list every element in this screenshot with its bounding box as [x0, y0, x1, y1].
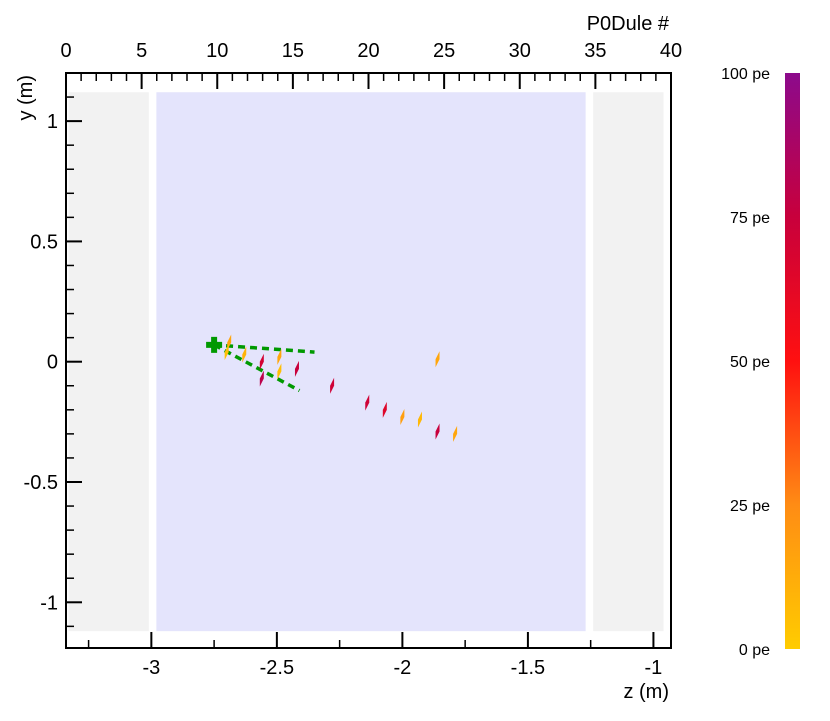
hit-marker: [259, 370, 264, 387]
top-tick-label: 10: [206, 40, 228, 62]
colorbar-labels: 0 pe 25 pe 50 pe 75 pe 100 pe: [721, 66, 770, 659]
hit-marker: [365, 394, 370, 411]
colorbar-label: 0 pe: [739, 642, 770, 659]
hit-marker: [224, 344, 229, 361]
top-tick-label: 20: [357, 40, 379, 62]
top-tick-label: 0: [60, 40, 71, 62]
hit-marker: [242, 346, 247, 363]
x-tick-label: -1.5: [511, 657, 545, 679]
detector-regions: [68, 92, 664, 632]
colorbar-label: 75 pe: [730, 210, 770, 227]
y-tick-label: -0.5: [24, 472, 58, 494]
y-tick-label: 0.5: [30, 231, 58, 253]
hit-marker: [400, 409, 405, 426]
hit-marker: [417, 411, 422, 428]
hit-marker: [330, 377, 335, 394]
top-axis-ticks: 0 5 10 15 20 25 30 35 40: [60, 40, 682, 89]
y-tick-label: -1: [40, 592, 58, 614]
colorbar: [785, 73, 800, 649]
top-tick-label: 30: [509, 40, 531, 62]
x-tick-label: -1: [645, 657, 663, 679]
x-tick-label: -2: [393, 657, 411, 679]
region-water-target: [156, 92, 586, 632]
y-tick-label: 0: [47, 352, 58, 374]
y-tick-label: 1: [47, 111, 58, 133]
x-tick-label: -3: [142, 657, 160, 679]
hit-marker: [294, 360, 299, 377]
top-tick-label: 15: [282, 40, 304, 62]
x-axis-ticks: -3 -2.5 -2 -1.5 -1: [87, 632, 663, 679]
hit-markers: [224, 334, 458, 442]
x-tick-label: -2.5: [260, 657, 294, 679]
top-tick-label: 40: [660, 40, 682, 62]
colorbar-label: 50 pe: [730, 354, 770, 371]
top-tick-label: 5: [136, 40, 147, 62]
hit-marker: [435, 423, 440, 440]
hit-marker: [435, 351, 440, 368]
hit-marker: [259, 353, 264, 370]
region-downstream-ecal: [593, 92, 664, 632]
colorbar-label: 25 pe: [730, 498, 770, 515]
top-axis-title: P0Dule #: [587, 13, 670, 35]
vertex-marker-v: [211, 336, 218, 353]
vertex-marker-layer: [206, 336, 223, 353]
hit-marker: [277, 348, 282, 365]
hit-marker: [277, 363, 282, 380]
x-axis-title: z (m): [623, 681, 669, 703]
hit-marker: [453, 425, 458, 442]
track-line: [213, 343, 315, 354]
colorbar-label: 100 pe: [721, 66, 770, 83]
hit-marker: [382, 401, 387, 418]
top-tick-label: 35: [584, 40, 606, 62]
y-axis-ticks: -1 -0.5 0 0.5 1: [24, 96, 82, 628]
y-axis-title: y (m): [15, 75, 37, 121]
top-tick-label: 25: [433, 40, 455, 62]
